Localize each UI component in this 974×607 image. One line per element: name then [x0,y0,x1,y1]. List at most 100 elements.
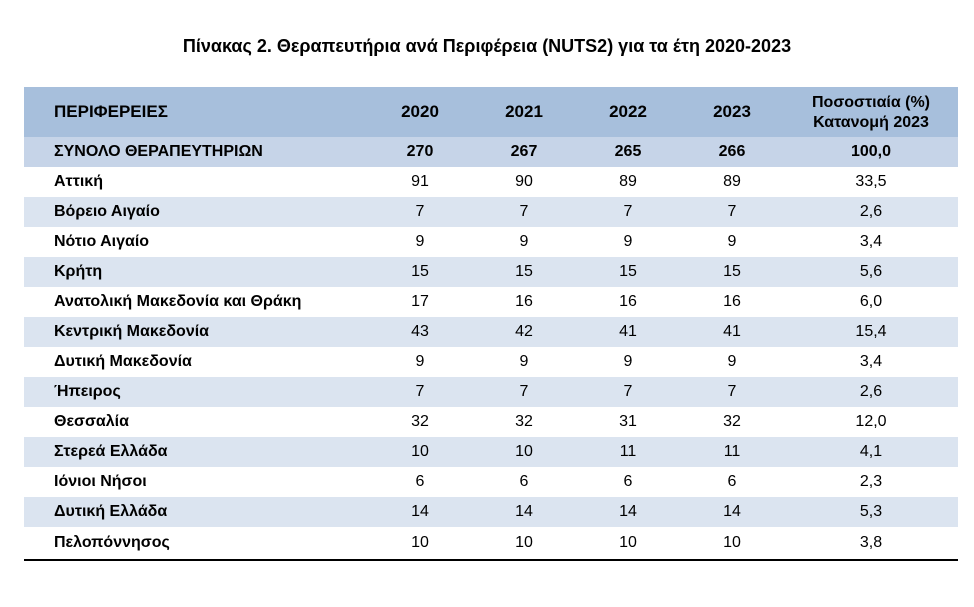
header-year-2020: 2020 [401,102,439,121]
header-percentage: Ποσοστιαία (%) Κατανομή 2023 [784,87,958,137]
cell-percentage: 6,0 [859,293,883,310]
cell-percentage: 3,8 [859,534,883,551]
cell-2022: 7 [623,383,633,400]
cell-2020: 91 [411,173,429,190]
cell-2021: 42 [515,323,533,340]
cell-region: Δυτική Μακεδονία [54,353,192,370]
cell-2022: 9 [623,233,633,250]
cell-2022: 10 [619,534,637,551]
total-2022: 265 [614,143,642,160]
cell-2023: 89 [723,173,741,190]
total-label: ΣΥΝΟΛΟ ΘΕΡΑΠΕΥΤΗΡΙΩΝ [54,143,263,160]
table-row: Νότιο Αιγαίο 9 9 9 9 3,4 [24,227,958,257]
header-percentage-line2: Κατανομή 2023 [813,114,929,131]
cell-2022: 14 [619,503,637,520]
cell-2020: 7 [415,383,425,400]
total-percentage: 100,0 [850,143,892,160]
cell-percentage: 3,4 [859,233,883,250]
cell-2022: 31 [619,413,637,430]
cell-2021: 32 [515,413,533,430]
cell-region: Αττική [54,173,103,190]
cell-2020: 6 [415,473,425,490]
cell-2022: 7 [623,203,633,220]
cell-2022: 6 [623,473,633,490]
cell-2020: 14 [411,503,429,520]
cell-percentage: 2,3 [859,473,883,490]
cell-2021: 10 [515,534,533,551]
cell-2022: 9 [623,353,633,370]
cell-region: Θεσσαλία [54,413,129,430]
header-percentage-line1: Ποσοστιαία (%) [811,94,931,111]
cell-2023: 9 [727,353,737,370]
table-row: Στερεά Ελλάδα 10 10 11 11 4,1 [24,437,958,467]
table-header-row: ΠΕΡΙΦΕΡΕΙΕΣ 2020 2021 2022 2023 Ποσοστια… [24,87,958,137]
cell-percentage: 5,3 [859,503,883,520]
cell-2022: 16 [619,293,637,310]
regions-table: ΠΕΡΙΦΕΡΕΙΕΣ 2020 2021 2022 2023 Ποσοστια… [24,87,958,561]
cell-2020: 9 [415,233,425,250]
table-row: Πελοπόννησος 10 10 10 10 3,8 [24,527,958,560]
cell-region: Κρήτη [54,263,103,280]
cell-2022: 11 [619,443,637,460]
cell-region: Δυτική Ελλάδα [54,503,168,520]
cell-percentage: 33,5 [855,173,887,190]
cell-2021: 9 [519,353,529,370]
cell-2020: 10 [411,443,429,460]
cell-region: Βόρειο Αιγαίο [54,203,160,220]
cell-2020: 32 [411,413,429,430]
cell-percentage: 15,4 [855,323,887,340]
table-row: Ήπειρος 7 7 7 7 2,6 [24,377,958,407]
total-2020: 270 [406,143,434,160]
table-row: Βόρειο Αιγαίο 7 7 7 7 2,6 [24,197,958,227]
cell-2023: 7 [727,203,737,220]
cell-2021: 7 [519,383,529,400]
cell-2021: 6 [519,473,529,490]
table-row: Κρήτη 15 15 15 15 5,6 [24,257,958,287]
cell-2021: 90 [515,173,533,190]
cell-2023: 41 [723,323,741,340]
table-row: Ιόνιοι Νήσοι 6 6 6 6 2,3 [24,467,958,497]
cell-percentage: 12,0 [855,413,887,430]
cell-2023: 11 [723,443,741,460]
cell-2021: 10 [515,443,533,460]
cell-2021: 14 [515,503,533,520]
cell-2021: 9 [519,233,529,250]
header-region: ΠΕΡΙΦΕΡΕΙΕΣ [54,102,168,121]
cell-2020: 7 [415,203,425,220]
table-row: Δυτική Μακεδονία 9 9 9 9 3,4 [24,347,958,377]
header-year-2023: 2023 [713,102,751,121]
cell-percentage: 2,6 [859,383,883,400]
cell-region: Ιόνιοι Νήσοι [54,473,147,490]
cell-2023: 32 [723,413,741,430]
cell-percentage: 3,4 [859,353,883,370]
cell-2020: 9 [415,353,425,370]
table-title: Πίνακας 2. Θεραπευτήρια ανά Περιφέρεια (… [182,36,792,56]
total-row: ΣΥΝΟΛΟ ΘΕΡΑΠΕΥΤΗΡΙΩΝ 270 267 265 266 100… [24,137,958,167]
cell-2023: 9 [727,233,737,250]
cell-region: Κεντρική Μακεδονία [54,323,210,340]
cell-region: Πελοπόννησος [54,534,170,551]
table-row: Δυτική Ελλάδα 14 14 14 14 5,3 [24,497,958,527]
cell-region: Στερεά Ελλάδα [54,443,168,460]
cell-2023: 14 [723,503,741,520]
cell-2020: 17 [411,293,429,310]
cell-percentage: 5,6 [859,263,883,280]
cell-2022: 89 [619,173,637,190]
cell-2023: 15 [723,263,741,280]
table-row: Κεντρική Μακεδονία 43 42 41 41 15,4 [24,317,958,347]
total-2023: 266 [718,143,746,160]
cell-percentage: 4,1 [859,443,883,460]
cell-2023: 16 [723,293,741,310]
cell-region: Ανατολική Μακεδονία και Θράκη [54,293,302,310]
total-2021: 267 [510,143,538,160]
table-row: Ανατολική Μακεδονία και Θράκη 17 16 16 16 6,0 [24,287,958,317]
cell-2023: 10 [723,534,741,551]
cell-percentage: 2,6 [859,203,883,220]
table-row: Αττική 91 90 89 89 33,5 [24,167,958,197]
cell-2021: 16 [515,293,533,310]
cell-2020: 15 [411,263,429,280]
cell-region: Ήπειρος [54,383,121,400]
cell-2021: 7 [519,203,529,220]
header-year-2021: 2021 [505,102,543,121]
cell-2020: 10 [411,534,429,551]
